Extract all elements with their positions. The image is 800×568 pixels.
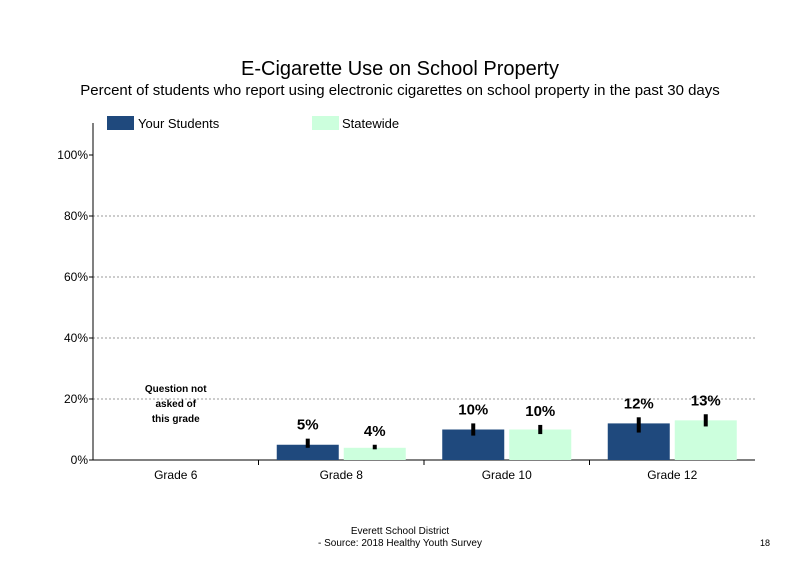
data-label: 5% [297, 417, 319, 434]
bar-your-students [276, 444, 339, 460]
legend-label: Your Students [138, 116, 220, 131]
bar-statewide [674, 420, 737, 460]
legend-swatch [312, 116, 339, 130]
chart-title: E-Cigarette Use on School Property [241, 58, 559, 80]
x-tick-label: Grade 10 [482, 468, 532, 482]
y-tick-label: 100% [57, 148, 88, 162]
footer-source: - Source: 2018 Healthy Youth Survey [318, 538, 482, 549]
data-label: 4% [364, 423, 386, 440]
annotation-text: this grade [152, 414, 200, 425]
annotation-text: asked of [155, 399, 196, 410]
footer-district: Everett School District [350, 526, 450, 537]
legend-swatch [107, 116, 134, 130]
bar-statewide [343, 447, 406, 460]
y-tick-label: 80% [64, 209, 88, 223]
y-tick-label: 0% [71, 453, 89, 467]
page-number: 18 [759, 538, 770, 548]
x-tick-label: Grade 6 [154, 468, 198, 482]
footer: Everett School District - Source: 2018 H… [0, 526, 800, 550]
data-label: 12% [624, 395, 654, 412]
y-tick-label: 40% [64, 331, 88, 345]
annotation-text: Question not [145, 384, 207, 395]
data-label: 10% [458, 401, 488, 418]
legend-label: Statewide [342, 116, 399, 131]
data-label: 10% [525, 403, 555, 420]
x-tick-label: Grade 8 [320, 468, 364, 482]
chart-subtitle: Percent of students who report using ele… [80, 82, 720, 99]
bar-statewide [509, 429, 572, 460]
y-tick-label: 60% [64, 270, 88, 284]
y-tick-label: 20% [64, 392, 88, 406]
x-tick-label: Grade 12 [647, 468, 697, 482]
data-label: 13% [691, 392, 721, 409]
